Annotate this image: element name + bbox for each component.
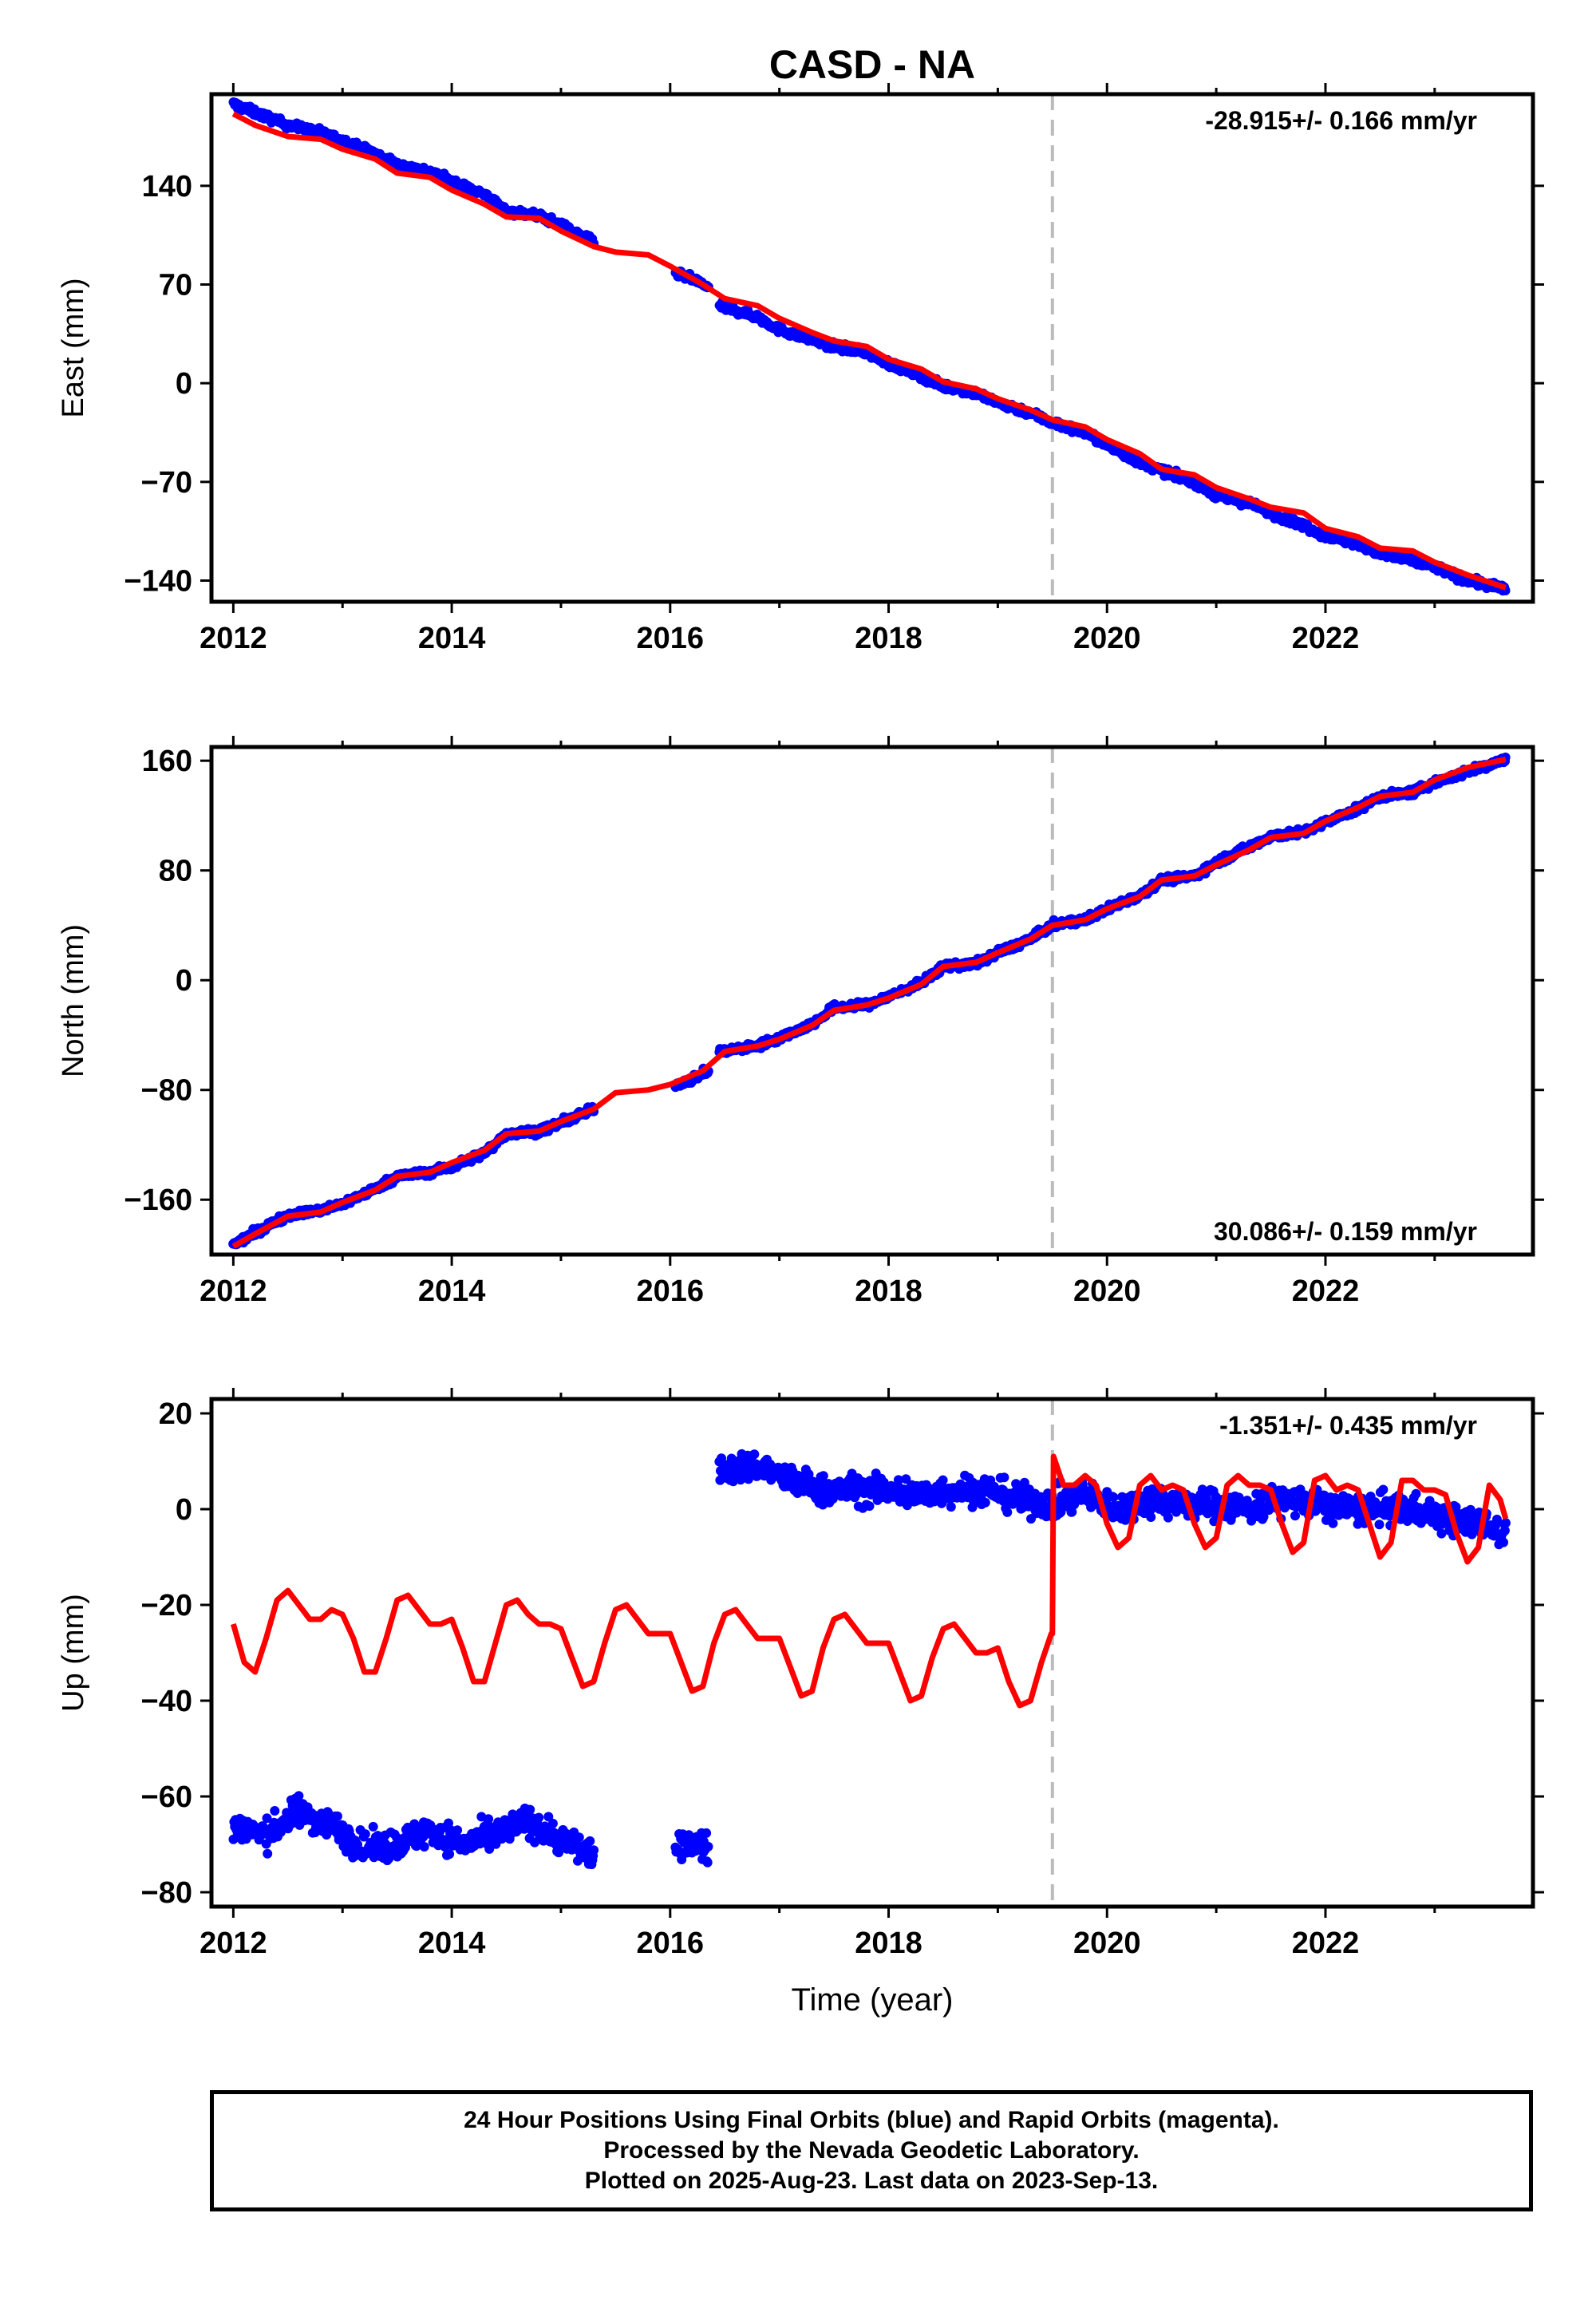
- data-point: [1411, 1488, 1421, 1499]
- panel-up: 2012 2014 2016 2018 2020 2022−80−60−40−20020U…: [57, 1388, 1544, 2018]
- data-point: [1163, 1512, 1173, 1523]
- data-point: [1436, 1528, 1447, 1539]
- data-point: [360, 1829, 370, 1840]
- data-point: [1378, 1484, 1389, 1495]
- x-tick-label: 2020: [1073, 1275, 1141, 1308]
- data-point: [574, 1832, 584, 1843]
- data-point: [332, 1811, 342, 1821]
- data-point: [893, 1475, 903, 1485]
- data-point: [589, 1845, 599, 1856]
- data-point: [701, 1828, 712, 1838]
- data-point: [1056, 1507, 1066, 1517]
- data-point: [294, 1791, 304, 1801]
- y-tick-label: −70: [141, 466, 192, 500]
- x-tick-label: 2016: [637, 1927, 705, 1960]
- data-point: [1499, 1537, 1508, 1547]
- data-point: [999, 1472, 1009, 1483]
- y-tick-label: 0: [176, 964, 192, 998]
- model-line: [231, 1453, 1509, 1709]
- data-point: [263, 1848, 273, 1859]
- y-tick-label: 160: [142, 745, 192, 778]
- x-tick-label: 2014: [418, 1275, 486, 1308]
- data-point: [1067, 1507, 1077, 1517]
- panel-east: 2012 2014 2016 2018 2020 2022 −140 −70 0 70 140 Eas…: [57, 83, 1544, 655]
- y-axis-label: North (mm): [57, 924, 90, 1077]
- data-point: [368, 1821, 378, 1832]
- data-point: [901, 1474, 911, 1484]
- data-point: [749, 1449, 760, 1460]
- data-point: [534, 1812, 544, 1823]
- data-point: [1499, 1525, 1510, 1535]
- data-point: [1290, 1511, 1300, 1521]
- data-point: [1108, 1492, 1119, 1503]
- data-point: [818, 1471, 828, 1481]
- data-point: [804, 1469, 814, 1480]
- data-point: [1374, 1520, 1385, 1530]
- data-point: [444, 1849, 455, 1860]
- panel-north: 2012 2014 2016 2018 2020 2022 −160 −80 0 80 160 Nor…: [57, 736, 1544, 1308]
- data-point: [484, 1814, 494, 1824]
- x-tick-label: 2018: [855, 1927, 922, 1960]
- y-axis-label: East (mm): [57, 278, 90, 417]
- x-tick-label: 2014: [418, 622, 486, 655]
- data-point: [702, 1857, 713, 1867]
- x-tick-label: 2016: [637, 1275, 705, 1308]
- x-tick-label: 2016: [637, 622, 705, 655]
- x-tick-label: 2018: [855, 622, 922, 655]
- data-points: [228, 1448, 1511, 1870]
- panel-data: [228, 94, 1511, 602]
- data-point: [1451, 1502, 1461, 1512]
- y-tick-label: 80: [159, 855, 192, 888]
- panel-frame: [209, 92, 1535, 604]
- x-tick-label: 2012: [200, 1275, 267, 1308]
- model-line: [231, 111, 1507, 591]
- data-point: [543, 1812, 554, 1822]
- y-tick-label: −160: [124, 1184, 192, 1217]
- data-point: [585, 1836, 595, 1846]
- data-point: [1201, 1493, 1211, 1504]
- rate-label: 30.086+/- 0.159 mm/yr: [1214, 1217, 1477, 1246]
- data-point: [547, 1818, 558, 1828]
- data-point: [703, 1841, 713, 1852]
- data-point: [938, 1475, 948, 1485]
- y-tick-label: −140: [124, 565, 192, 599]
- data-point: [452, 1825, 463, 1836]
- x-tick-label: 2018: [855, 1275, 922, 1308]
- data-point: [1146, 1512, 1156, 1522]
- x-tick-label: 2022: [1292, 622, 1360, 655]
- data-point: [879, 1477, 889, 1488]
- data-point: [1019, 1477, 1029, 1488]
- data-point: [980, 1497, 990, 1508]
- data-point: [1500, 1518, 1511, 1528]
- data-point: [270, 1806, 280, 1816]
- panel-frame: [209, 1397, 1535, 1909]
- data-point: [484, 1844, 495, 1854]
- panel-frame: [209, 745, 1535, 1257]
- x-tick-label: 2020: [1073, 622, 1141, 655]
- data-point: [1002, 1507, 1013, 1517]
- x-tick-label: 2014: [418, 1927, 486, 1960]
- x-tick-label: 2012: [200, 1927, 267, 1960]
- panel-data: [228, 1399, 1511, 1907]
- data-point: [419, 1842, 429, 1852]
- data-point: [895, 1496, 905, 1507]
- x-tick-label: 2022: [1292, 1275, 1360, 1308]
- data-point: [262, 1813, 272, 1824]
- data-point: [1328, 1518, 1338, 1528]
- x-tick-label: 2012: [200, 622, 267, 655]
- y-tick-label: 0: [176, 367, 192, 401]
- data-point: [525, 1804, 535, 1815]
- model-line: [231, 757, 1507, 1249]
- y-tick-label: 70: [159, 269, 192, 302]
- data-point: [946, 1502, 956, 1512]
- y-tick-label: 140: [142, 170, 192, 204]
- data-point: [864, 1501, 875, 1512]
- y-tick-label: −80: [141, 1074, 192, 1108]
- panel-data: [228, 747, 1511, 1255]
- rate-label: -28.915+/- 0.166 mm/yr: [1205, 106, 1477, 135]
